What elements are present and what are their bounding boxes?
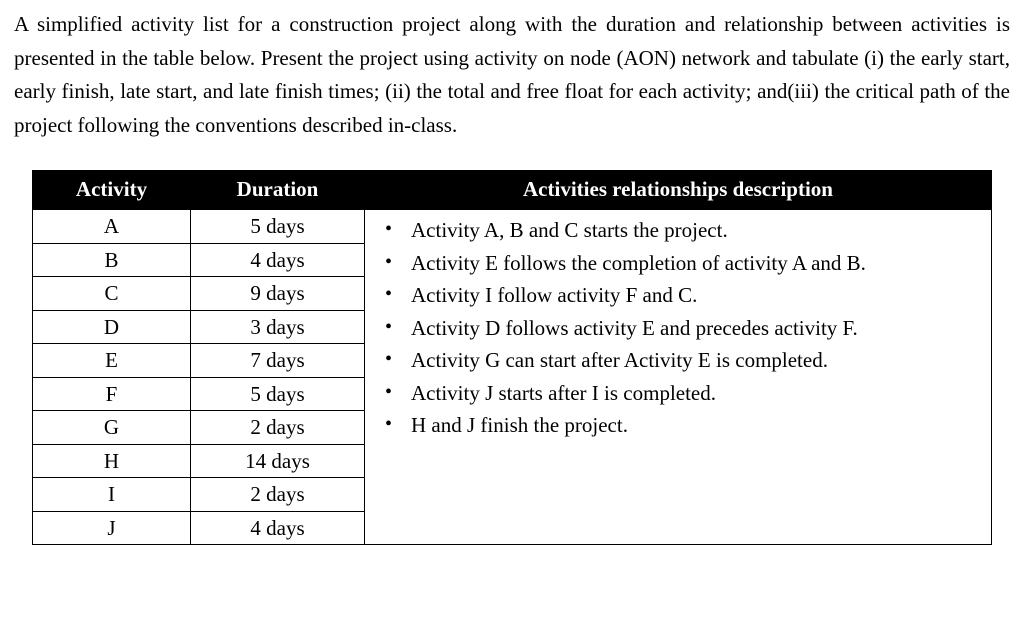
relationship-item: Activity D follows activity E and preced… — [407, 312, 977, 345]
relationship-item: Activity I follow activity F and C. — [407, 279, 977, 312]
header-duration: Duration — [191, 171, 365, 210]
relationship-item: Activity G can start after Activity E is… — [407, 344, 977, 377]
relationships-list: Activity A, B and C starts the project. … — [379, 214, 977, 442]
cell-activity: E — [33, 344, 191, 378]
activity-table-container: Activity Duration Activities relationshi… — [14, 170, 1010, 545]
relationship-item: Activity E follows the completion of act… — [407, 247, 977, 280]
relationship-item: Activity J starts after I is completed. — [407, 377, 977, 410]
cell-activity: B — [33, 243, 191, 277]
activity-table: Activity Duration Activities relationshi… — [32, 170, 992, 545]
cell-activity: D — [33, 310, 191, 344]
cell-activity: C — [33, 277, 191, 311]
cell-activity: A — [33, 209, 191, 243]
cell-activity: I — [33, 478, 191, 512]
cell-activity: H — [33, 444, 191, 478]
cell-duration: 2 days — [191, 411, 365, 445]
header-description: Activities relationships description — [365, 171, 992, 210]
cell-relationships: Activity A, B and C starts the project. … — [365, 209, 992, 544]
cell-duration: 4 days — [191, 511, 365, 545]
cell-activity: J — [33, 511, 191, 545]
cell-duration: 9 days — [191, 277, 365, 311]
relationship-item: Activity A, B and C starts the project. — [407, 214, 977, 247]
cell-activity: G — [33, 411, 191, 445]
intro-paragraph: A simplified activity list for a constru… — [14, 8, 1010, 142]
cell-duration: 3 days — [191, 310, 365, 344]
cell-duration: 14 days — [191, 444, 365, 478]
table-row: A 5 days Activity A, B and C starts the … — [33, 209, 992, 243]
relationship-item: H and J finish the project. — [407, 409, 977, 442]
header-activity: Activity — [33, 171, 191, 210]
cell-duration: 7 days — [191, 344, 365, 378]
cell-duration: 5 days — [191, 377, 365, 411]
cell-duration: 4 days — [191, 243, 365, 277]
cell-duration: 5 days — [191, 209, 365, 243]
table-header-row: Activity Duration Activities relationshi… — [33, 171, 992, 210]
cell-activity: F — [33, 377, 191, 411]
cell-duration: 2 days — [191, 478, 365, 512]
